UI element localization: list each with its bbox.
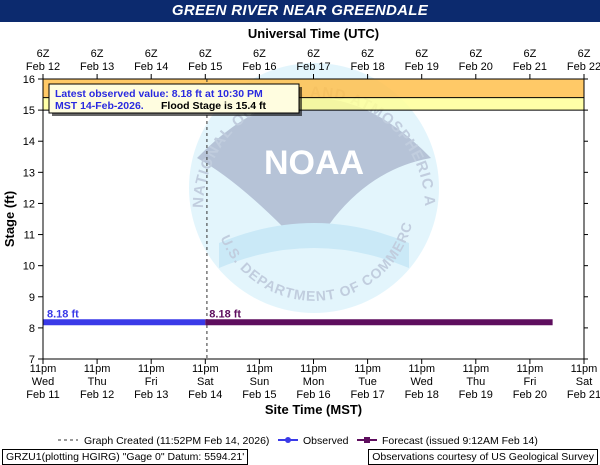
noaa-watermark-wave bbox=[219, 223, 409, 268]
y-tick-label: 16 bbox=[23, 74, 35, 86]
y-tick-label: 13 bbox=[23, 167, 35, 179]
bottom-tick-time: 11pm bbox=[408, 363, 435, 375]
legend-created-label: Graph Created (11:52PM Feb 14, 2026) bbox=[84, 435, 269, 447]
bottom-tick-date: Feb 16 bbox=[296, 389, 330, 401]
legend-observed-marker bbox=[285, 437, 291, 443]
bottom-tick-day: Wed bbox=[32, 376, 54, 388]
top-axis-title: Universal Time (UTC) bbox=[248, 26, 379, 41]
bottom-tick-date: Feb 17 bbox=[350, 389, 384, 401]
y-tick-label: 7 bbox=[29, 354, 35, 366]
y-tick-label: 11 bbox=[24, 230, 35, 242]
bottom-tick-time: 11pm bbox=[84, 363, 111, 375]
bottom-tick-day: Thu bbox=[466, 376, 485, 388]
observations-credit: Observations courtesy of US Geological S… bbox=[368, 449, 598, 465]
top-tick-date: Feb 19 bbox=[405, 61, 439, 73]
bottom-tick-time: 11pm bbox=[246, 363, 273, 375]
x-axis-title: Site Time (MST) bbox=[265, 402, 362, 417]
bottom-tick-day: Sun bbox=[250, 376, 270, 388]
annotation-box bbox=[48, 83, 300, 114]
noaa-watermark-logo: NOAA bbox=[264, 144, 364, 182]
annotation-line1: Latest observed value: 8.18 ft at 10:30 … bbox=[55, 88, 263, 100]
y-tick-label: 14 bbox=[23, 136, 35, 148]
top-tick-hour: 6Z bbox=[469, 48, 482, 60]
y-tick-label: 12 bbox=[23, 198, 35, 210]
top-tick-date: Feb 21 bbox=[513, 61, 547, 73]
bottom-tick-time: 11pm bbox=[192, 363, 219, 375]
y-axis-title: Stage (ft) bbox=[2, 191, 17, 247]
annotation-line2-date: MST 14-Feb-2026. bbox=[55, 100, 144, 112]
top-tick-date: Feb 15 bbox=[188, 61, 222, 73]
y-tick-label: 8 bbox=[29, 323, 35, 335]
bottom-tick-date: Feb 18 bbox=[405, 389, 439, 401]
top-tick-hour: 6Z bbox=[578, 48, 591, 60]
bottom-tick-day: Fri bbox=[523, 376, 536, 388]
plot-frame bbox=[42, 78, 585, 360]
bottom-tick-day: Wed bbox=[410, 376, 432, 388]
y-tick-label: 9 bbox=[29, 292, 35, 304]
top-tick-hour: 6Z bbox=[145, 48, 158, 60]
series-forecast-label: 8.18 ft bbox=[209, 308, 241, 320]
bottom-tick-day: Fri bbox=[145, 376, 158, 388]
bottom-tick-date: Feb 20 bbox=[513, 389, 547, 401]
legend: Graph Created (11:52PM Feb 14, 2026) Obse… bbox=[58, 435, 538, 447]
bottom-tick-date: Feb 15 bbox=[242, 389, 276, 401]
bottom-tick-date: Feb 19 bbox=[459, 389, 493, 401]
bottom-tick-time: 11pm bbox=[138, 363, 165, 375]
bottom-tick-date: Feb 11 bbox=[26, 389, 59, 401]
legend-forecast-marker bbox=[364, 437, 370, 443]
bottom-tick-day: Sat bbox=[576, 376, 593, 388]
top-tick-hour: 6Z bbox=[307, 48, 320, 60]
title-bar bbox=[0, 0, 600, 22]
bottom-tick-day: Mon bbox=[303, 376, 324, 388]
top-tick-date: Feb 14 bbox=[134, 61, 168, 73]
bottom-tick-time: 11pm bbox=[300, 363, 327, 375]
top-tick-hour: 6Z bbox=[361, 48, 374, 60]
legend-forecast-label: Forecast (issued 9:12AM Feb 14) bbox=[382, 435, 538, 447]
top-tick-date: Feb 18 bbox=[350, 61, 384, 73]
bottom-tick-time: 11pm bbox=[354, 363, 381, 375]
noaa-watermark-bird bbox=[197, 98, 431, 236]
chart-title: GREEN RIVER NEAR GREENDALE bbox=[171, 2, 429, 19]
top-tick-date: Feb 22 bbox=[567, 61, 600, 73]
top-tick-hour: 6Z bbox=[91, 48, 104, 60]
series-observed-label: 8.18 ft bbox=[47, 308, 79, 320]
y-tick-label: 10 bbox=[23, 261, 35, 273]
latest-observed-annotation: Latest observed value: 8.18 ft at 10:30 … bbox=[48, 83, 302, 116]
bottom-tick-day: Sat bbox=[197, 376, 214, 388]
top-tick-date: Feb 20 bbox=[459, 61, 493, 73]
bottom-tick-date: Feb 21 bbox=[567, 389, 600, 401]
legend-observed-label: Observed bbox=[303, 435, 349, 447]
bottom-tick-time: 11pm bbox=[462, 363, 489, 375]
bottom-tick-time: 11pm bbox=[571, 363, 598, 375]
annotation-line2-flood: Flood Stage is 15.4 ft bbox=[161, 100, 267, 112]
top-tick-date: Feb 12 bbox=[26, 61, 60, 73]
bottom-tick-day: Tue bbox=[358, 376, 377, 388]
bottom-tick-time: 11pm bbox=[517, 363, 544, 375]
top-tick-hour: 6Z bbox=[199, 48, 212, 60]
bottom-tick-date: Feb 13 bbox=[134, 389, 168, 401]
top-tick-date: Feb 13 bbox=[80, 61, 114, 73]
bottom-tick-time: 11pm bbox=[30, 363, 57, 375]
top-tick-date: Feb 16 bbox=[242, 61, 276, 73]
top-tick-date: Feb 17 bbox=[296, 61, 330, 73]
bottom-tick-day: Thu bbox=[88, 376, 107, 388]
top-tick-hour: 6Z bbox=[415, 48, 428, 60]
bottom-tick-date: Feb 14 bbox=[188, 389, 222, 401]
top-tick-hour: 6Z bbox=[523, 48, 536, 60]
bottom-tick-date: Feb 12 bbox=[80, 389, 114, 401]
gage-datum-note: GRZU1(plotting HGIRG) "Gage 0" Datum: 55… bbox=[2, 449, 249, 465]
top-tick-hour: 6Z bbox=[37, 48, 50, 60]
top-tick-hour: 6Z bbox=[253, 48, 266, 60]
y-tick-label: 15 bbox=[23, 105, 35, 117]
